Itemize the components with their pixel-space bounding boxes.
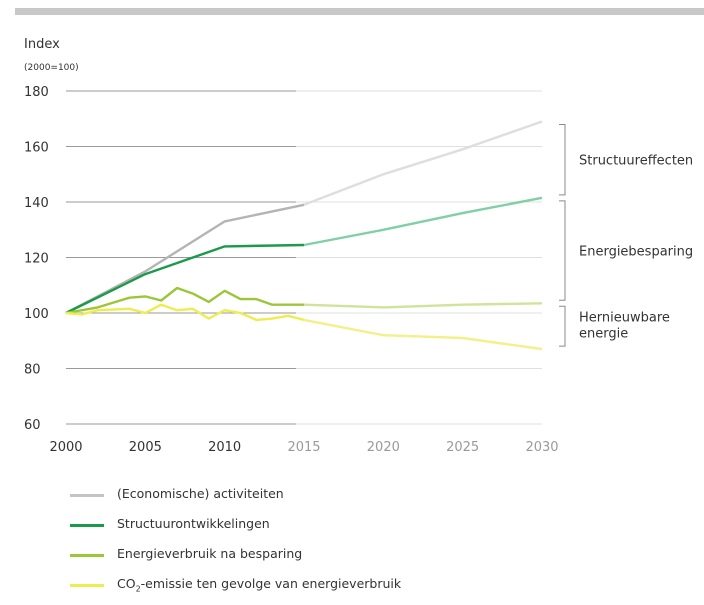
series-line-history-1 [65, 243, 305, 315]
series-line-projection-1 [303, 196, 543, 247]
y-tick-label: 160 [24, 141, 49, 156]
top-decorative-bar [15, 8, 704, 15]
legend-label-co2-post: -emissie ten gevolge van energieverbruik [140, 576, 402, 591]
series-line-history-3 [65, 303, 305, 322]
bracket-1 [559, 200, 566, 301]
y-tick-label: 80 [24, 363, 41, 378]
y-axis-label: Index [24, 37, 60, 52]
effect-brackets: Structuureffecten Energiebesparing Hernieu… [559, 124, 693, 347]
legend-swatch-co2-emissie [70, 584, 104, 587]
series-line-history-0 [65, 203, 305, 315]
y-tick-labels: 60 80 100 120 140 160 180 [24, 85, 49, 433]
legend-label-co2-emissie: CO2-emissie ten gevolge van energieverbr… [117, 576, 401, 594]
series-line-projection-2 [303, 302, 543, 309]
x-tick-label: 2005 [129, 440, 162, 455]
legend-label-structuurontwikkelingen: Structuurontwikkelingen [117, 516, 270, 531]
bracket-2 [559, 305, 566, 347]
y-tick-label: 180 [24, 85, 49, 100]
x-tick-labels: 2000 2005 2010 2015 2020 2025 2030 [49, 440, 558, 455]
y-tick-label: 60 [24, 418, 41, 433]
series-line-projection-3 [303, 318, 543, 351]
series-line-history-2 [65, 286, 304, 315]
x-tick-label: 2025 [446, 440, 479, 455]
series-line-projection-0 [303, 120, 543, 206]
bracket-0 [559, 124, 566, 196]
x-tick-label: 2010 [208, 440, 241, 455]
grid-lines [66, 90, 542, 425]
x-tick-label: 2030 [525, 440, 558, 455]
bracket-label: Structuureffecten [579, 154, 693, 169]
series-lines [65, 120, 543, 351]
x-tick-label: 2015 [287, 440, 320, 455]
legend-swatch-energieverbruik [70, 554, 104, 557]
x-tick-label: 2000 [49, 440, 82, 455]
legend-label-activiteiten: (Economische) activiteiten [117, 486, 284, 501]
y-tick-label: 140 [24, 196, 49, 211]
y-tick-label: 120 [24, 252, 49, 267]
legend-label-co2-pre: CO [117, 576, 136, 591]
bracket-label: energie [579, 326, 628, 341]
x-tick-label: 2020 [367, 440, 400, 455]
bracket-label: Energiebesparing [579, 245, 693, 260]
legend-label-co2-sub: 2 [135, 584, 141, 594]
legend-swatch-activiteiten [70, 494, 104, 497]
legend-swatch-structuurontwikkelingen [70, 524, 104, 527]
legend-label-energieverbruik: Energieverbruik na besparing [117, 546, 303, 561]
bracket-label: Hernieuwbare [579, 310, 670, 325]
y-tick-label: 100 [24, 307, 49, 322]
y-axis-sublabel: (2000=100) [24, 63, 79, 73]
